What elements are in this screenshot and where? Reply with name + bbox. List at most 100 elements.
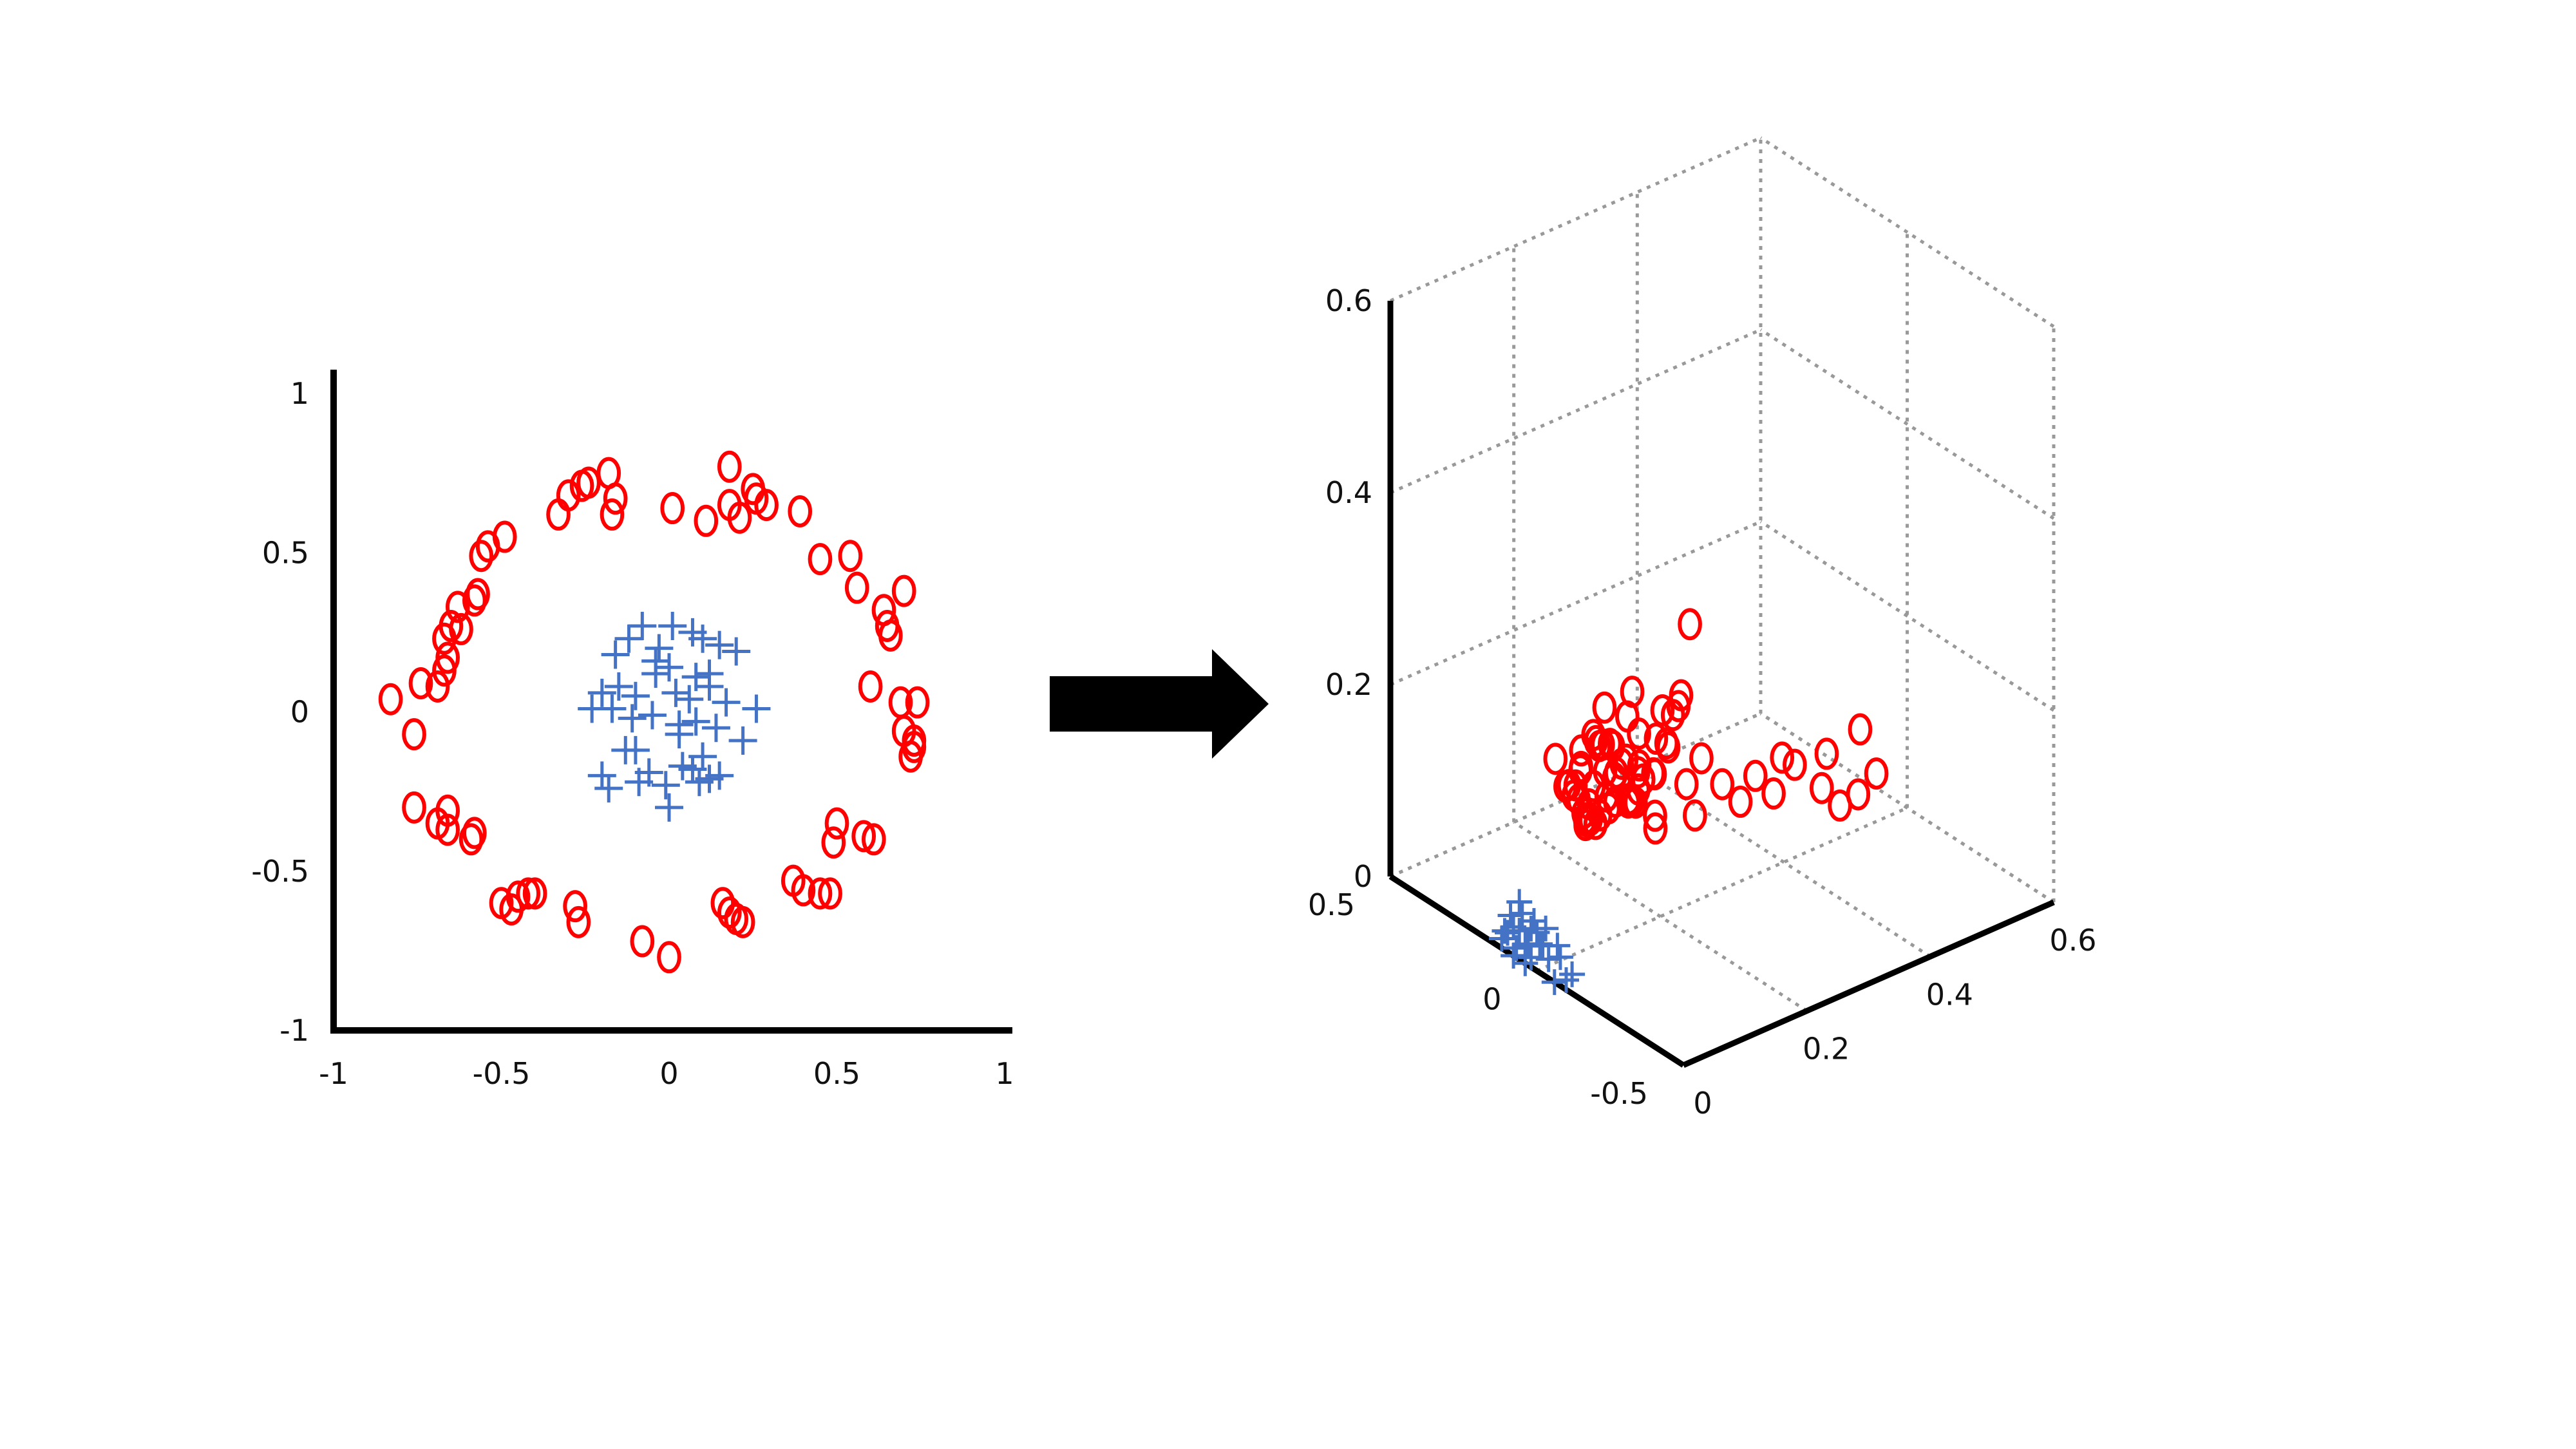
circle-point [408, 667, 433, 699]
circle-point [1666, 690, 1691, 723]
circle-point [1623, 786, 1648, 819]
circle-point [1576, 801, 1601, 834]
circle-point [905, 686, 930, 719]
circle-point [603, 482, 628, 515]
plus-point [1506, 889, 1533, 915]
z-tick-label: 0.6 [1325, 283, 1372, 318]
circle-point [1743, 759, 1768, 792]
circle-point [791, 874, 816, 907]
circle-point [821, 826, 846, 859]
circle-point [788, 495, 813, 527]
plus-point [1497, 902, 1524, 929]
grid-line [1513, 820, 1808, 1012]
circle-point [1600, 730, 1625, 762]
circle-point [717, 450, 742, 483]
circle-point [1710, 768, 1735, 800]
circle-point [1689, 742, 1714, 775]
circle-point [844, 571, 869, 604]
circle-point [522, 877, 547, 910]
plus-point [594, 774, 623, 803]
plus-point [695, 659, 724, 688]
circle-point [891, 574, 916, 607]
circle-point [469, 540, 494, 573]
circle-point [432, 654, 457, 687]
y-tick-label: -0.5 [1590, 1076, 1648, 1111]
plus-point [742, 694, 771, 723]
scatter-3d-tick-labels: 00.20.40.6-0.500.500.20.40.6 [1308, 283, 2097, 1121]
grid-line [1759, 712, 2055, 904]
x-tick-label: 0.4 [1926, 977, 1973, 1012]
scatter-3d-grid [1388, 136, 2056, 1067]
circle-point [1602, 761, 1627, 794]
circle-point [1656, 731, 1681, 764]
plus-point [655, 653, 683, 682]
y-tick-label: 0 [290, 695, 309, 730]
y-axis-line [1388, 874, 1685, 1068]
plus-point [681, 707, 710, 736]
plus-point [661, 678, 690, 707]
circle-point [600, 498, 625, 531]
plus-point [625, 768, 654, 797]
grid-line [1389, 520, 1762, 687]
circle-point [1761, 777, 1786, 810]
plus-point [621, 681, 650, 710]
y-tick-label: 1 [290, 376, 309, 411]
plus-point [618, 704, 647, 733]
plus-point [1518, 944, 1544, 971]
circle-point [730, 905, 755, 938]
plus-point [604, 672, 633, 701]
circle-point [1809, 772, 1834, 804]
circle-point [1674, 768, 1699, 800]
circle-point [425, 670, 450, 703]
plus-point [638, 701, 667, 730]
y-tick-label: 0 [1482, 982, 1501, 1017]
circle-point [657, 941, 681, 974]
x-tick-label: 1 [995, 1056, 1014, 1091]
x-tick-label: -1 [319, 1056, 348, 1091]
circle-point [1683, 799, 1707, 832]
circle-point [1864, 757, 1889, 790]
circle-point [1627, 749, 1652, 782]
circle-point [445, 591, 470, 623]
x-tick-label: -0.5 [473, 1056, 531, 1091]
circle-point [1848, 713, 1873, 746]
plus-point [1553, 967, 1579, 993]
circle-point [466, 578, 490, 611]
circle-point [727, 501, 752, 534]
circle-point [630, 925, 655, 958]
circle-point [546, 498, 571, 531]
circle-point [516, 877, 541, 910]
plus-point [1544, 933, 1571, 959]
circle-point [710, 887, 735, 920]
plus-point [601, 640, 630, 669]
circle-point [1615, 700, 1640, 733]
circle-point [1660, 699, 1685, 732]
y-tick-label: -1 [279, 1013, 309, 1048]
circle-point [824, 807, 849, 840]
z-tick-label: 0.2 [1325, 667, 1372, 702]
circle-point [818, 877, 842, 910]
grid-line [1389, 328, 1762, 495]
scatter-2d: -1 -0.5 0 0.5 1 1 0.5 0 -0.5 -1 [251, 370, 1014, 1091]
circle-point [660, 492, 685, 525]
plus-point [701, 714, 730, 743]
x-tick-label: 0 [1693, 1086, 1712, 1121]
circle-point [462, 584, 487, 617]
circle-point [861, 823, 886, 856]
y-tick-labels: 1 0.5 0 -0.5 -1 [251, 376, 309, 1048]
plus-point [587, 761, 616, 790]
z-tick-label: 0.4 [1325, 475, 1372, 510]
circle-point [878, 619, 903, 652]
plus-point [628, 611, 657, 640]
circle-point [1569, 734, 1594, 767]
circle-point [838, 540, 863, 573]
plus-point [681, 663, 710, 692]
circle-point [563, 890, 587, 923]
z-tick-label: 0 [1354, 859, 1372, 894]
plus-point [645, 634, 674, 663]
circle-point [851, 820, 876, 853]
circle-point [1641, 757, 1666, 790]
plus-point [614, 624, 643, 653]
circle-point [1728, 785, 1753, 818]
